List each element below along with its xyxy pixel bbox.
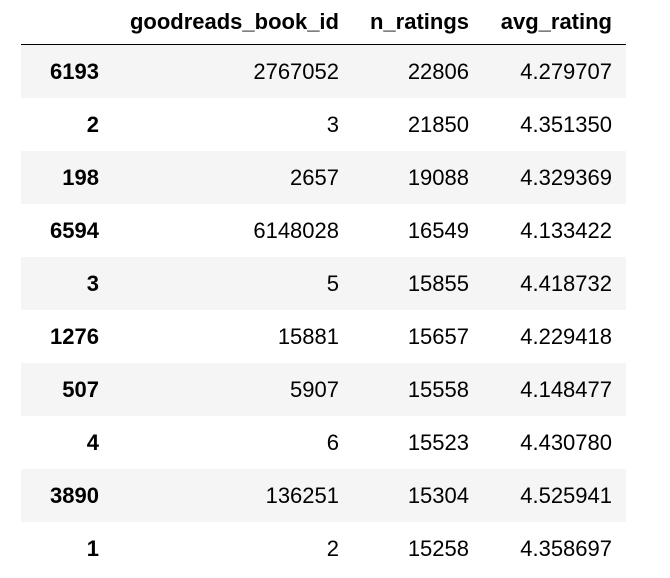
- cell-avg-rating: 4.430780: [520, 429, 612, 455]
- cell-avg-rating: 4.229418: [520, 323, 612, 349]
- cell-goodreads-book-id: 6: [326, 429, 339, 455]
- table-row: 3 5 15855 4.418732: [21, 257, 626, 310]
- row-index: 507: [62, 376, 99, 402]
- cell-n-ratings: 15657: [407, 323, 469, 349]
- table-row: 1 2 15258 4.358697: [21, 522, 626, 575]
- row-index: 1: [86, 535, 99, 561]
- cell-goodreads-book-id: 15881: [277, 323, 339, 349]
- cell-n-ratings: 15855: [407, 270, 469, 296]
- cell-n-ratings: 21850: [407, 111, 469, 137]
- row-index: 6594: [50, 217, 99, 243]
- row-index: 4: [86, 429, 99, 455]
- cell-goodreads-book-id: 2: [326, 535, 339, 561]
- row-index: 3: [86, 270, 99, 296]
- cell-avg-rating: 4.133422: [520, 217, 612, 243]
- column-header-goodreads-book-id: goodreads_book_id: [113, 0, 353, 45]
- column-header-n-ratings: n_ratings: [353, 0, 483, 45]
- cell-avg-rating: 4.525941: [520, 482, 612, 508]
- cell-avg-rating: 4.351350: [520, 111, 612, 137]
- cell-n-ratings: 15258: [407, 535, 469, 561]
- table-body: 6193 2767052 22806 4.279707 2 3 21850 4.…: [21, 44, 626, 575]
- cell-avg-rating: 4.329369: [520, 164, 612, 190]
- table-row: 4 6 15523 4.430780: [21, 416, 626, 469]
- cell-goodreads-book-id: 136251: [265, 482, 339, 508]
- table-row: 6594 6148028 16549 4.133422: [21, 204, 626, 257]
- cell-avg-rating: 4.358697: [520, 535, 612, 561]
- cell-goodreads-book-id: 5907: [290, 376, 339, 402]
- cell-n-ratings: 22806: [407, 58, 469, 84]
- cell-goodreads-book-id: 5: [326, 270, 339, 296]
- cell-avg-rating: 4.418732: [520, 270, 612, 296]
- cell-goodreads-book-id: 2657: [290, 164, 339, 190]
- table-header: goodreads_book_id n_ratings avg_rating: [21, 0, 626, 45]
- cell-avg-rating: 4.279707: [520, 58, 612, 84]
- index-header: [21, 0, 113, 45]
- table-row: 507 5907 15558 4.148477: [21, 363, 626, 416]
- cell-n-ratings: 15304: [407, 482, 469, 508]
- table-row: 6193 2767052 22806 4.279707: [21, 44, 626, 98]
- cell-n-ratings: 15523: [407, 429, 469, 455]
- row-index: 1276: [50, 323, 99, 349]
- row-index: 3890: [50, 482, 99, 508]
- row-index: 198: [62, 164, 99, 190]
- column-header-avg-rating: avg_rating: [483, 0, 626, 45]
- table-row: 2 3 21850 4.351350: [21, 98, 626, 151]
- table-row: 1276 15881 15657 4.229418: [21, 310, 626, 363]
- row-index: 6193: [50, 58, 99, 84]
- cell-avg-rating: 4.148477: [520, 376, 612, 402]
- row-index: 2: [86, 111, 99, 137]
- cell-n-ratings: 15558: [407, 376, 469, 402]
- table-row: 3890 136251 15304 4.525941: [21, 469, 626, 522]
- cell-n-ratings: 16549: [407, 217, 469, 243]
- table-row: 198 2657 19088 4.329369: [21, 151, 626, 204]
- header-row: goodreads_book_id n_ratings avg_rating: [21, 0, 626, 45]
- cell-goodreads-book-id: 2767052: [253, 58, 339, 84]
- cell-n-ratings: 19088: [407, 164, 469, 190]
- cell-goodreads-book-id: 3: [326, 111, 339, 137]
- cell-goodreads-book-id: 6148028: [253, 217, 339, 243]
- dataframe-table: goodreads_book_id n_ratings avg_rating 6…: [21, 0, 626, 575]
